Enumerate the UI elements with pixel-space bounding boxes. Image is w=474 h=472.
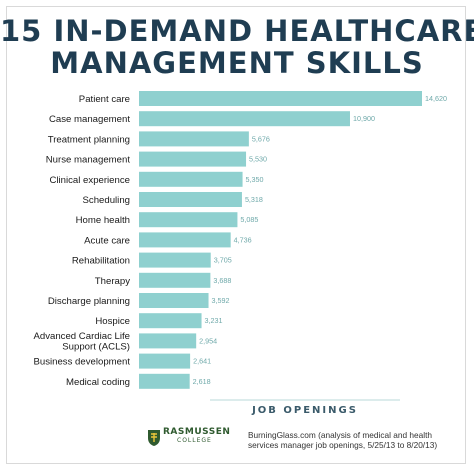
category-label: Support (ACLS) bbox=[62, 342, 130, 353]
bar bbox=[139, 313, 202, 329]
bar bbox=[139, 333, 197, 349]
bar bbox=[139, 252, 211, 268]
category-label: Patient care bbox=[79, 94, 130, 105]
page-title-line-2: MANAGEMENT SKILLS bbox=[50, 46, 424, 80]
value-label: 14,620 bbox=[425, 94, 447, 103]
bar bbox=[139, 232, 231, 248]
category-label: Home health bbox=[76, 215, 130, 226]
value-label: 3,688 bbox=[213, 276, 231, 285]
bar bbox=[139, 192, 242, 207]
bar bbox=[139, 151, 247, 167]
bar bbox=[139, 212, 238, 228]
category-label: Therapy bbox=[95, 276, 130, 287]
category-label: Case management bbox=[49, 114, 130, 125]
infographic-frame bbox=[6, 6, 466, 464]
category-label: Clinical experience bbox=[49, 175, 130, 186]
value-label: 2,954 bbox=[199, 336, 217, 345]
bar bbox=[139, 131, 249, 147]
category-label: Nurse management bbox=[46, 155, 131, 166]
category-label: Business development bbox=[33, 357, 130, 368]
category-label: Scheduling bbox=[83, 195, 130, 206]
bar bbox=[139, 353, 191, 369]
rasmussen-logo: RASMUSSEN COLLEGE bbox=[147, 427, 243, 449]
value-label: 2,641 bbox=[193, 357, 211, 366]
value-label: 5,676 bbox=[252, 134, 270, 143]
logo-subtitle: COLLEGE bbox=[177, 437, 212, 444]
value-label: 2,618 bbox=[193, 377, 211, 386]
value-label: 5,350 bbox=[246, 175, 264, 184]
source-note: BurningGlass.com (analysis of medical an… bbox=[248, 430, 438, 450]
category-label: Hospice bbox=[95, 316, 130, 327]
value-label: 4,736 bbox=[234, 235, 252, 244]
logo-name: RASMUSSEN bbox=[163, 427, 231, 437]
bar bbox=[139, 91, 422, 106]
value-label: 5,530 bbox=[249, 155, 267, 164]
bar bbox=[139, 171, 243, 187]
value-label: 5,318 bbox=[245, 195, 263, 204]
value-label: 5,085 bbox=[240, 215, 258, 224]
category-label: Advanced Cardiac Life bbox=[33, 331, 130, 342]
rasmussen-shield-icon bbox=[148, 430, 160, 446]
category-label: Rehabilitation bbox=[72, 256, 130, 267]
category-label: Medical coding bbox=[66, 377, 130, 388]
value-label: 10,900 bbox=[353, 114, 375, 123]
bar bbox=[139, 111, 350, 127]
category-label: Treatment planning bbox=[48, 134, 130, 145]
value-label: 3,231 bbox=[205, 316, 223, 325]
bar bbox=[139, 293, 209, 308]
page-title: 15 IN-DEMAND HEALTHCARE bbox=[0, 14, 474, 48]
category-label: Discharge planning bbox=[48, 296, 130, 307]
value-label: 3,592 bbox=[212, 296, 230, 305]
bar bbox=[139, 272, 211, 288]
x-axis-label: JOB OPENINGS bbox=[252, 405, 358, 416]
bar bbox=[139, 373, 190, 389]
value-label: 3,705 bbox=[214, 256, 232, 265]
category-label: Acute care bbox=[84, 235, 130, 246]
